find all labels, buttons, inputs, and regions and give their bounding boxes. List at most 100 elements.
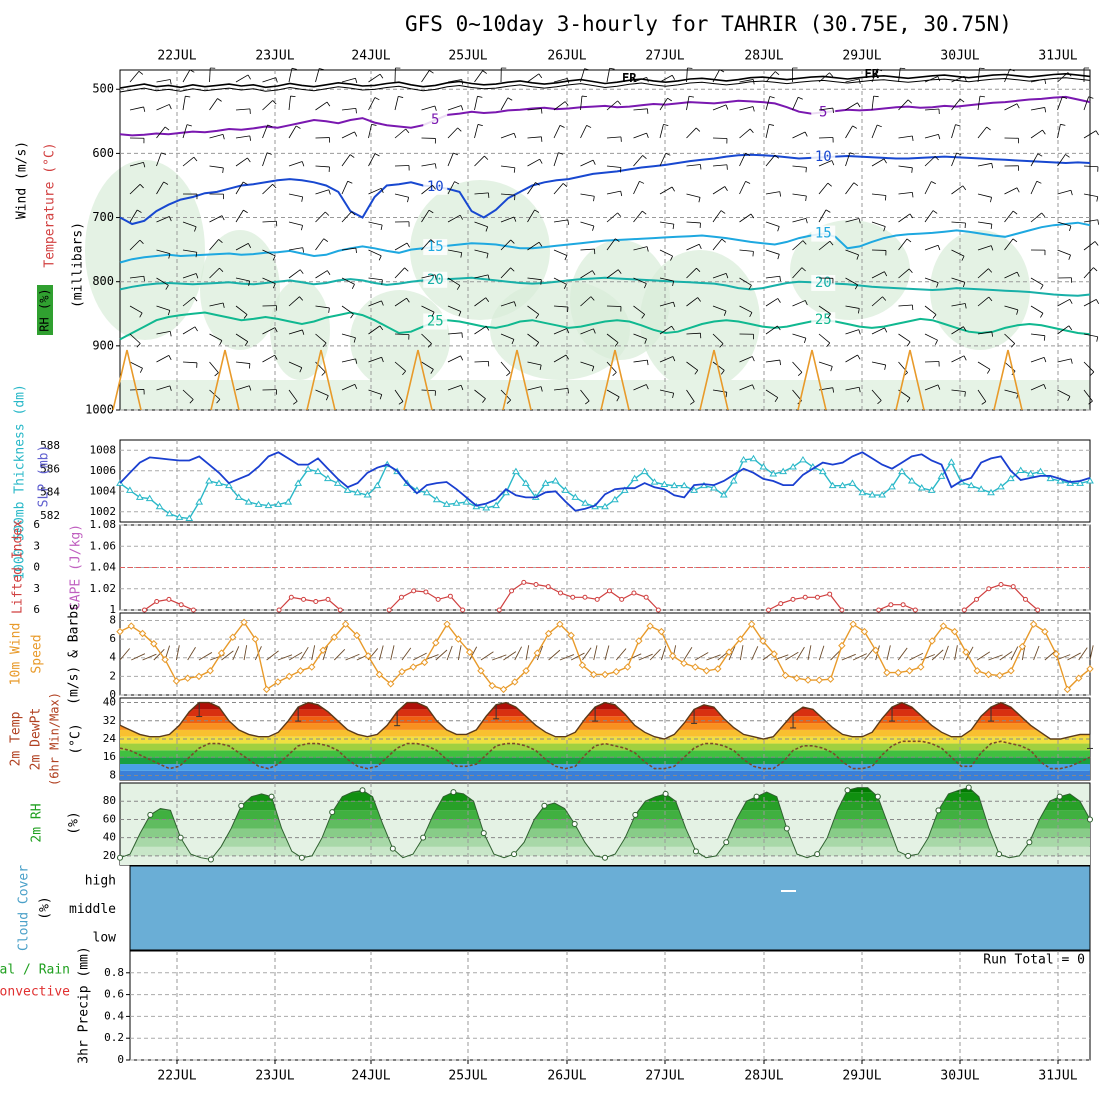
wind-barb [766, 124, 769, 138]
wind-barb-flag [663, 124, 668, 125]
lifted-index-point [314, 600, 318, 604]
wind-barb [369, 74, 381, 82]
wind-barb-flag [170, 331, 171, 336]
wind-barb-flag [618, 101, 621, 105]
rh-point [603, 855, 608, 860]
wind-barb-flag [217, 99, 221, 102]
wind-barb-flag [296, 126, 300, 129]
wind-barb [1058, 359, 1072, 362]
temp-band [120, 757, 1090, 764]
wind-barb [925, 134, 939, 138]
wind-barb-flag [514, 133, 516, 138]
lifted-index-point [338, 608, 342, 612]
day-label-top: 25JUL [448, 49, 487, 64]
wind-barb-flag [356, 108, 357, 113]
wind-barb-flag [877, 125, 882, 127]
wind-barb [554, 250, 567, 255]
wind-barb-flag [540, 159, 542, 163]
wind-barb-flag [593, 160, 595, 165]
day-label-top: 28JUL [744, 49, 783, 64]
side-label-rh: RH (%) [38, 288, 52, 331]
slp-tick-label: 1006 [90, 464, 117, 477]
wind-barb [793, 334, 806, 338]
wind-tick-label: 2 [109, 669, 116, 682]
side-label-temperature: Temperature (°C) [43, 142, 58, 267]
cape-tick-label: 1.04 [90, 561, 117, 574]
wind-barb-flag [250, 136, 251, 141]
wind-barb-flag [990, 197, 991, 202]
wind-barb [1084, 220, 1098, 222]
wind-barb-flag [805, 132, 807, 137]
wind-barb [236, 158, 247, 166]
wind-barb-flag [563, 183, 567, 186]
wind-barb-flag [775, 72, 779, 75]
rh-tick-label: 40 [103, 831, 116, 844]
lifted-index-point [436, 597, 440, 601]
wind-barb [899, 334, 911, 342]
wind-barb [846, 153, 850, 166]
wind-barb-flag [726, 105, 728, 110]
wind-barb [1058, 299, 1070, 306]
precip-tick-label: 0.6 [104, 988, 124, 1001]
wind-barb-flag [302, 197, 303, 202]
wind-barb [1031, 306, 1043, 313]
thickness-tick-label: 582 [40, 509, 60, 522]
cloud-tick-label: high [85, 874, 116, 889]
lifted-index-point [510, 589, 514, 593]
rh-point [299, 855, 304, 860]
day-label-top: 26JUL [547, 49, 586, 64]
wind-barb [740, 107, 754, 110]
rh-shade [350, 290, 450, 390]
wind-barb-flag [327, 271, 330, 275]
rh-point [572, 822, 577, 827]
wind-barb-flag [826, 210, 830, 213]
lifted-index-point [1011, 585, 1015, 589]
lifted-index-point [913, 608, 917, 612]
day-label-top: 24JUL [351, 49, 390, 64]
wind-barb [766, 298, 778, 306]
run-total-label: Run Total = 0 [983, 953, 1085, 968]
wind-barb-flag [618, 213, 621, 217]
wind-barb [528, 137, 542, 138]
wind-barb [183, 157, 194, 166]
wind-barb [978, 127, 987, 138]
wind-barb [183, 327, 195, 334]
rh-point [118, 855, 123, 860]
wind-barb [342, 132, 355, 138]
lifted-index-point [828, 592, 832, 596]
li-tick-label: 6 [33, 603, 40, 616]
wind-barb-flag [301, 225, 302, 230]
wind-barb [289, 126, 296, 138]
wind-barb-flag [1069, 255, 1071, 260]
wind-barb-flag [169, 104, 171, 109]
wind-barb-flag [987, 127, 991, 130]
wind-barb [766, 250, 779, 254]
wind-barb [952, 99, 961, 110]
rh-axis-label: 2m RH [30, 803, 45, 842]
wind-barb-flag [673, 224, 674, 229]
lifted-index-point [803, 595, 807, 599]
wind-barb-flag [249, 364, 250, 369]
isotherm-label: 5 [431, 112, 439, 128]
slp-axis-label: SLP (mb) [37, 445, 52, 508]
lifted-index-point [987, 587, 991, 591]
rh-shade [270, 280, 330, 380]
wind-barb [793, 300, 806, 306]
wind-barb-flag [506, 373, 510, 376]
lifted-index-point [326, 597, 330, 601]
rh-shade [640, 250, 760, 390]
wind-barb-flag [187, 125, 192, 126]
wind-barb-flag [778, 226, 780, 231]
wind-barb [1005, 188, 1018, 194]
slp-tick-label: 1004 [90, 484, 117, 497]
wind-barb [607, 166, 621, 167]
wind-barb [819, 183, 828, 194]
wind-barb-flag [980, 68, 985, 69]
wind-barb-flag [324, 239, 328, 242]
cape-tick-label: 1.02 [90, 582, 117, 595]
wind-barb [475, 96, 478, 110]
wind-barb-flag [938, 76, 940, 81]
isotherm-label: 10 [427, 179, 444, 195]
wind-barb-flag [223, 134, 224, 139]
